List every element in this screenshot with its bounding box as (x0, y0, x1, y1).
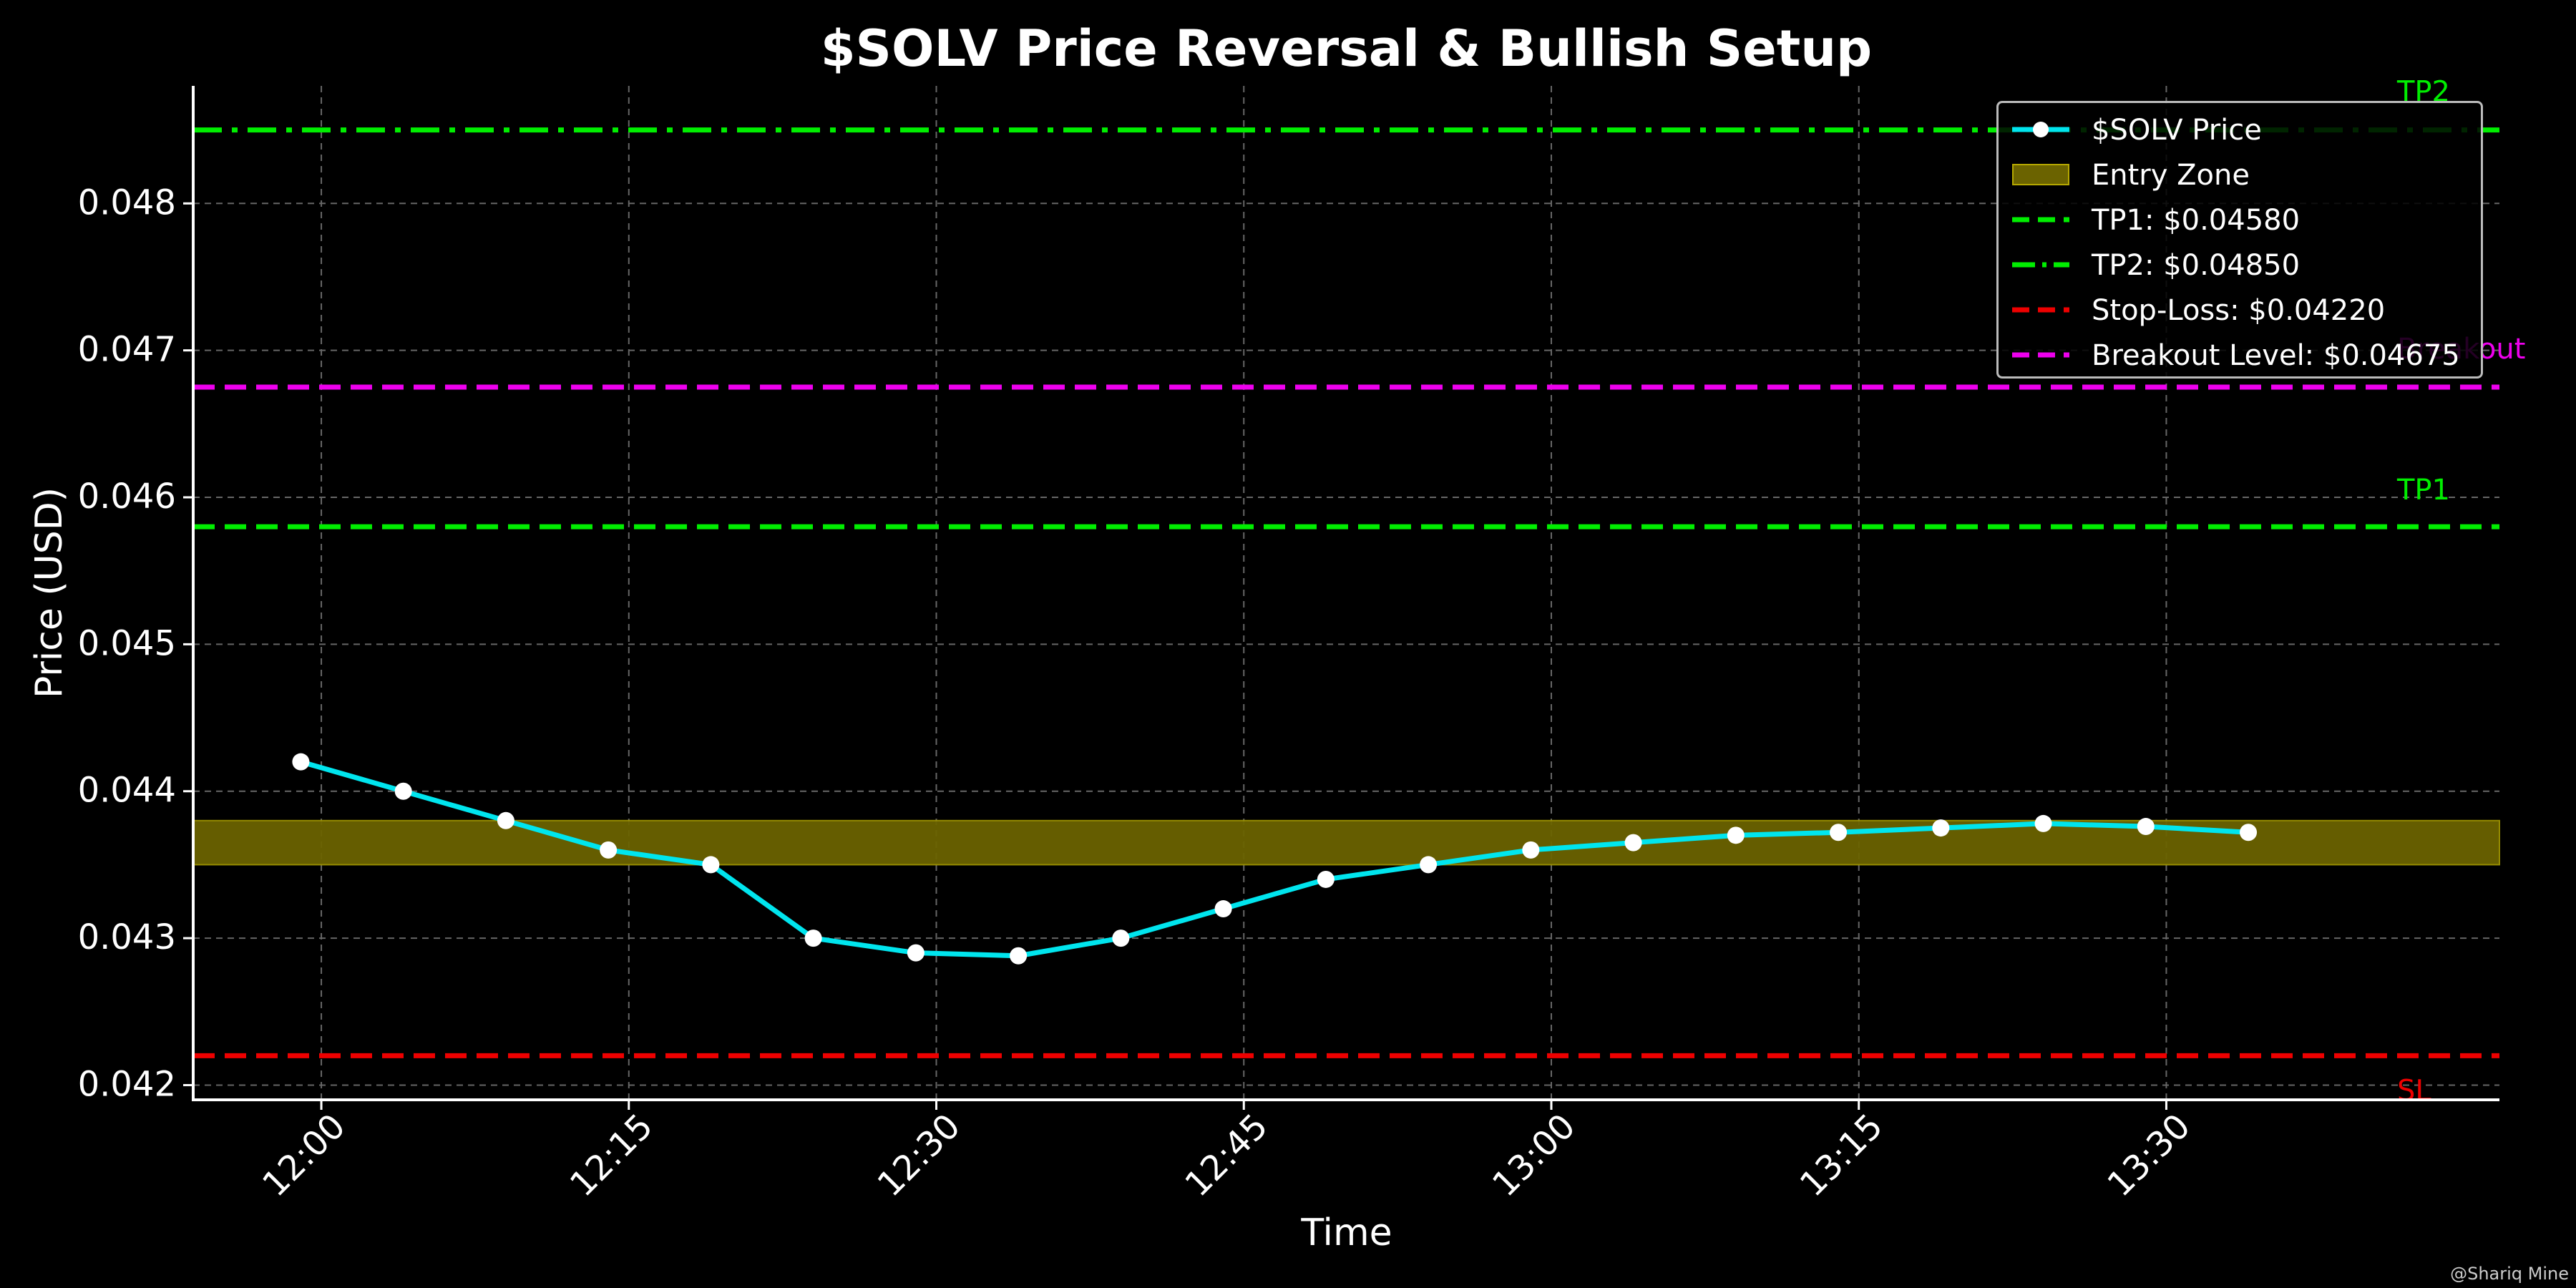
level-label-sl: SL (2397, 1074, 2431, 1107)
legend-label-breakout: Breakout Level: $0.04675 (2092, 338, 2460, 372)
legend-label-tp1: TP1: $0.04580 (2092, 203, 2301, 237)
price-point (394, 782, 412, 800)
legend-line-marker-icon (2012, 122, 2069, 137)
price-point (2137, 818, 2155, 836)
legend-dashed-line-icon (2012, 217, 2069, 223)
price-point (1522, 841, 1540, 859)
y-tick-label: 0.046 (78, 477, 176, 517)
legend-dashed-line-icon (2012, 352, 2069, 358)
legend-dashdot-line-icon (2012, 262, 2069, 268)
x-tick-label: 12:15 (562, 1106, 660, 1204)
legend-dashed-line-icon (2012, 307, 2069, 313)
chart-legend: $SOLV Price Entry Zone TP1: $0.04580 TP2… (1996, 101, 2483, 379)
price-point (2240, 824, 2258, 841)
y-tick-label: 0.043 (78, 917, 176, 957)
y-tick-label: 0.048 (78, 182, 176, 223)
x-tick-label: 12:00 (255, 1106, 353, 1204)
y-tick-label: 0.042 (78, 1064, 176, 1104)
x-axis-label: Time (1300, 1211, 1392, 1254)
price-point (1317, 870, 1335, 888)
price-point (1727, 826, 1745, 844)
x-tick-label: 13:00 (1485, 1106, 1583, 1204)
price-point (600, 841, 618, 859)
price-point (1420, 856, 1438, 874)
legend-item-price: $SOLV Price (1999, 107, 2481, 152)
level-label-tp1: TP1 (2396, 474, 2450, 507)
price-point (1112, 930, 1130, 947)
legend-item-stop-loss: Stop-Loss: $0.04220 (1999, 288, 2481, 333)
legend-patch-icon (2012, 164, 2069, 185)
price-point (1624, 834, 1642, 852)
x-tick-label: 13:30 (2100, 1106, 2198, 1204)
x-tick-label: 12:45 (1177, 1106, 1275, 1204)
legend-item-entry-zone: Entry Zone (1999, 152, 2481, 197)
y-tick-label: 0.045 (78, 623, 176, 663)
price-point (292, 753, 310, 771)
price-point (804, 930, 822, 947)
price-point (1010, 947, 1028, 965)
legend-label-entry-zone: Entry Zone (2092, 158, 2250, 192)
legend-item-tp1: TP1: $0.04580 (1999, 197, 2481, 243)
y-tick-label: 0.044 (78, 771, 176, 811)
legend-item-tp2: TP2: $0.04850 (1999, 243, 2481, 288)
y-tick-label: 0.047 (78, 330, 176, 370)
watermark: @Shariq Mine (2450, 1264, 2569, 1284)
price-point (1214, 900, 1232, 918)
x-tick-label: 13:15 (1792, 1106, 1890, 1204)
price-point (702, 856, 720, 874)
y-axis-label: Price (USD) (28, 487, 71, 698)
x-tick-label: 12:30 (870, 1106, 968, 1204)
price-point (1830, 824, 1848, 841)
legend-label-stop-loss: Stop-Loss: $0.04220 (2092, 293, 2386, 327)
legend-label-price: $SOLV Price (2092, 113, 2262, 147)
price-point (497, 811, 514, 829)
chart-title: $SOLV Price Reversal & Bullish Setup (821, 19, 1872, 78)
price-point (907, 944, 924, 962)
legend-item-breakout: Breakout Level: $0.04675 (1999, 333, 2481, 378)
price-line (300, 759, 2249, 959)
price-point (1932, 819, 1950, 837)
legend-label-tp2: TP2: $0.04850 (2092, 248, 2301, 282)
price-point (2034, 814, 2052, 832)
